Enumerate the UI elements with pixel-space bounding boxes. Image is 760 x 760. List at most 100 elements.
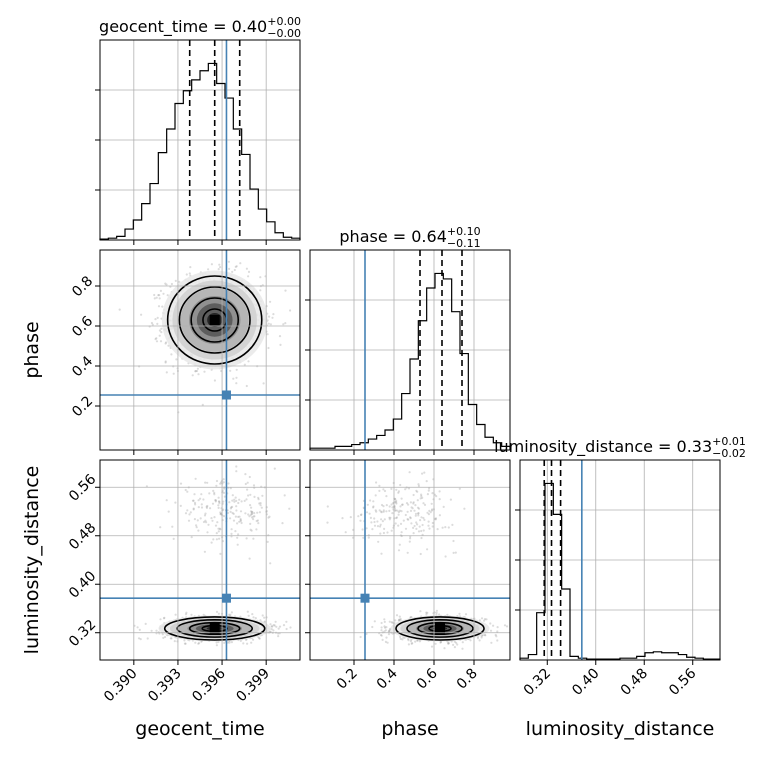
sample-point <box>289 626 292 629</box>
sample-point <box>205 505 208 508</box>
sample-point <box>210 517 213 520</box>
x-tick-label: 0.32 <box>521 666 554 699</box>
contour-line <box>163 616 266 641</box>
sample-point <box>194 370 197 373</box>
sample-point <box>393 509 397 512</box>
scatter-panel-phase-luminosity_distance <box>305 459 511 665</box>
sample-point <box>235 368 238 371</box>
title-sub: −0.02 <box>712 447 746 460</box>
sample-point <box>494 633 497 637</box>
sample-point <box>165 371 168 374</box>
sample-point <box>416 506 420 509</box>
sample-point <box>235 470 238 473</box>
sample-point <box>259 276 262 279</box>
sample-point <box>382 510 385 513</box>
contour-line <box>188 621 241 636</box>
sample-point <box>183 642 187 645</box>
y-tick-label: 0.48 <box>66 520 99 553</box>
sample-point <box>245 384 248 388</box>
sample-point <box>478 639 481 642</box>
sample-point <box>380 629 383 632</box>
sample-point <box>438 498 441 501</box>
sample-point <box>190 536 193 539</box>
sample-point <box>415 527 418 531</box>
sample-point <box>238 515 241 518</box>
sample-point <box>388 516 391 519</box>
sample-point <box>394 522 397 525</box>
hist-panel-phase: phase = 0.64+0.10−0.11 <box>305 225 511 455</box>
sample-point <box>215 532 218 535</box>
sample-point <box>254 617 257 620</box>
sample-point <box>382 505 385 508</box>
sample-point <box>441 526 444 529</box>
sample-point <box>436 528 439 531</box>
sample-point <box>193 493 196 496</box>
sample-point <box>419 497 422 500</box>
sample-point <box>284 322 287 325</box>
sample-point <box>232 512 235 516</box>
sample-point <box>444 555 447 558</box>
sample-point <box>379 532 382 535</box>
sample-point <box>193 518 196 521</box>
sample-point <box>207 268 210 271</box>
sample-point <box>420 516 423 519</box>
sample-point <box>253 495 256 498</box>
sample-point <box>200 506 204 509</box>
sample-point <box>271 625 274 628</box>
sample-point <box>160 327 163 330</box>
sample-point <box>260 506 263 509</box>
sample-point <box>447 526 450 529</box>
sample-point <box>268 315 271 318</box>
sample-point <box>201 403 204 406</box>
sample-point <box>218 502 221 505</box>
sample-point <box>391 621 394 624</box>
sample-point <box>165 341 168 344</box>
sample-point <box>435 609 438 612</box>
sample-point <box>232 377 235 380</box>
sample-point <box>185 273 188 276</box>
sample-point <box>204 481 207 484</box>
sample-point <box>273 624 276 627</box>
sample-point <box>383 527 386 531</box>
sample-point <box>164 635 167 639</box>
sample-point <box>420 495 423 498</box>
sample-point <box>368 512 371 515</box>
sample-point <box>230 528 233 531</box>
sample-point <box>253 243 255 245</box>
x-tick-label: 0.6 <box>414 665 441 692</box>
sample-point <box>174 501 177 504</box>
sample-point <box>245 498 248 501</box>
y-tick-label: 0.32 <box>66 617 99 650</box>
sample-point <box>192 499 195 502</box>
sample-point <box>359 519 362 522</box>
sample-point <box>183 639 186 642</box>
sample-point <box>235 265 238 268</box>
sample-point <box>137 637 141 640</box>
sample-point <box>239 639 242 643</box>
sample-point <box>377 540 380 543</box>
sample-point <box>235 499 238 502</box>
histogram-geocent_time <box>99 62 301 240</box>
sample-point <box>431 521 434 525</box>
sample-point <box>136 626 139 629</box>
sample-point <box>398 618 401 621</box>
sample-point <box>248 475 251 479</box>
sample-point <box>429 511 432 514</box>
sample-point <box>373 620 376 623</box>
sample-point <box>452 551 455 555</box>
truth-marker <box>221 593 231 603</box>
sample-point <box>425 611 428 614</box>
sample-point <box>282 624 286 627</box>
sample-point <box>382 531 385 535</box>
sample-point <box>217 527 220 530</box>
sample-point <box>162 292 165 295</box>
sample-point <box>496 639 499 642</box>
sample-point <box>371 625 374 629</box>
sample-point <box>139 638 142 641</box>
sample-point <box>272 629 275 632</box>
sample-point <box>438 514 441 517</box>
sample-point <box>281 522 284 525</box>
sample-point <box>171 525 174 528</box>
sample-point <box>249 504 252 507</box>
sample-point <box>399 635 402 639</box>
